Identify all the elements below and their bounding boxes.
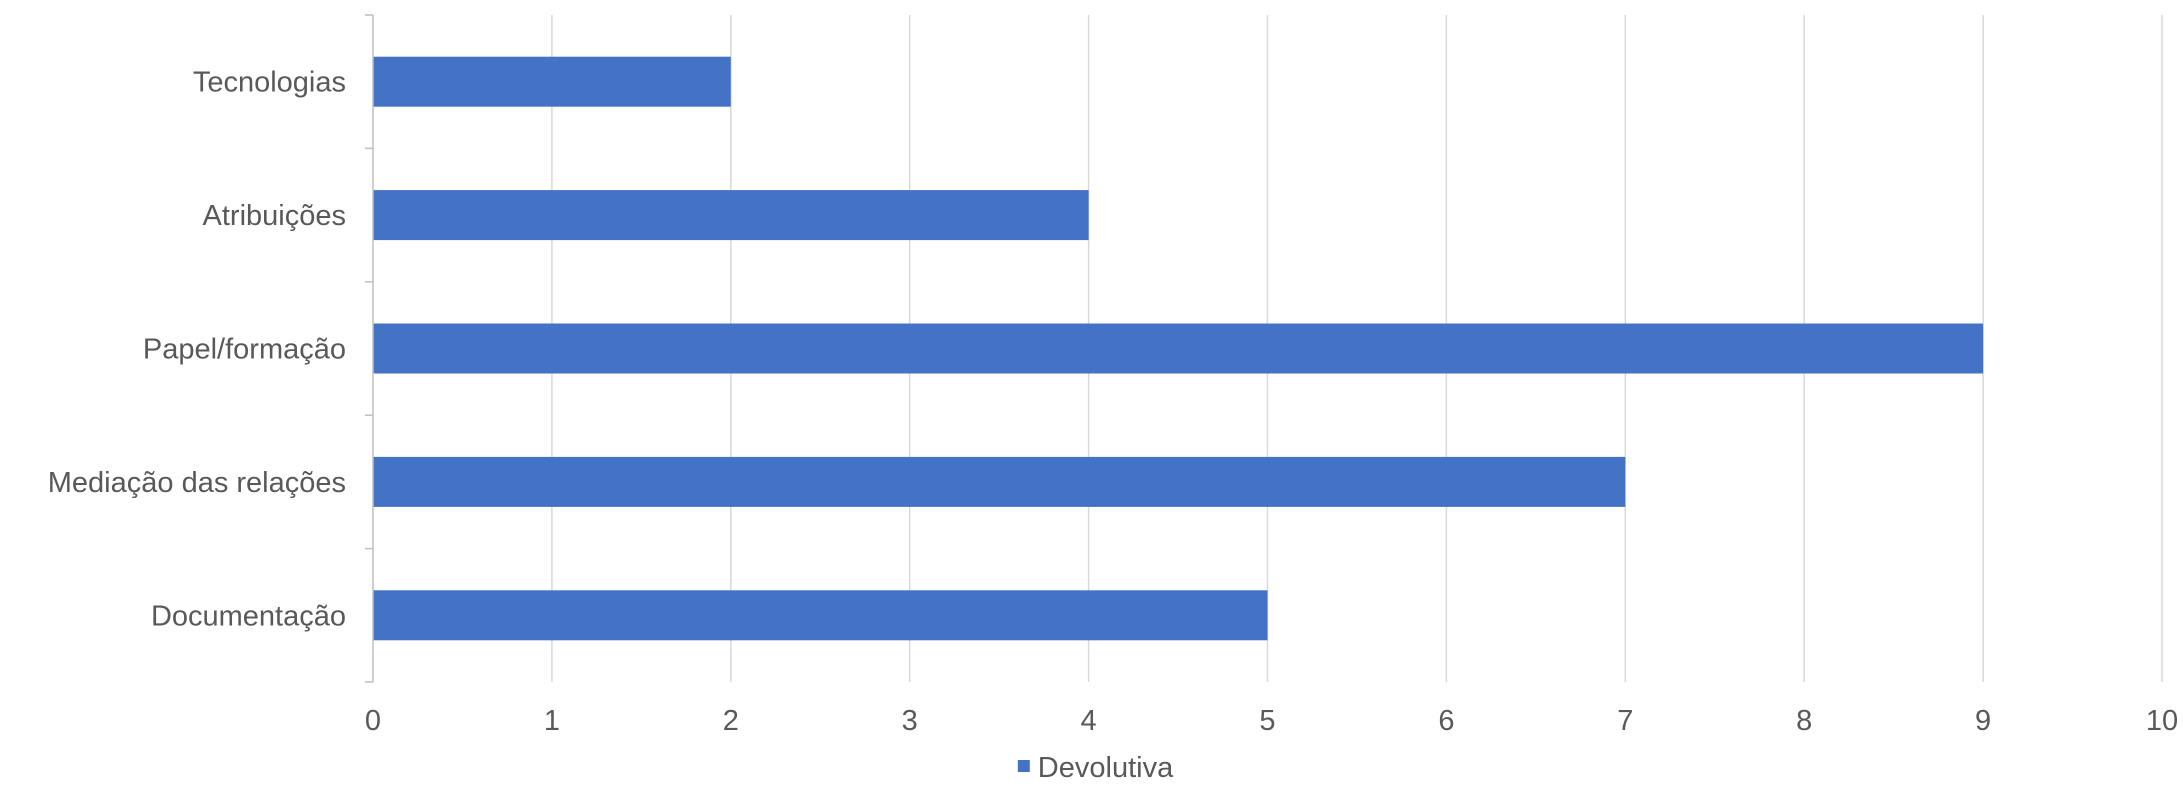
category-label: Documentação: [151, 600, 346, 632]
category-label: Mediação das relações: [48, 467, 346, 499]
legend-label: Devolutiva: [1038, 752, 1174, 784]
bar-3: [373, 456, 1626, 507]
x-tick-label: 3: [902, 705, 918, 737]
bar-1: [373, 190, 1089, 241]
x-tick-label: 1: [544, 705, 560, 737]
bar-0: [373, 56, 731, 107]
x-tick-label: 10: [2146, 705, 2178, 737]
category-label: Tecnologias: [193, 67, 346, 99]
category-label: Atribuições: [203, 200, 346, 232]
x-tick-label: 5: [1259, 705, 1275, 737]
axes: [365, 14, 374, 683]
x-tick-label: 8: [1796, 705, 1812, 737]
category-label: Papel/formação: [143, 334, 346, 366]
x-tick-label: 6: [1438, 705, 1454, 737]
x-tick-label: 9: [1975, 705, 1991, 737]
x-tick-label: 0: [365, 705, 381, 737]
bar-2: [373, 323, 1984, 374]
x-tick-label: 7: [1617, 705, 1633, 737]
bar-4: [373, 590, 1268, 641]
legend-swatch: [1017, 760, 1030, 772]
labels: Tecnologias Atribuições Papel/formação Medi…: [48, 67, 2178, 737]
x-tick-label: 2: [723, 705, 739, 737]
bars: [373, 56, 1984, 641]
legend: Devolutiva: [1017, 752, 1174, 784]
x-tick-label: 4: [1081, 705, 1097, 737]
